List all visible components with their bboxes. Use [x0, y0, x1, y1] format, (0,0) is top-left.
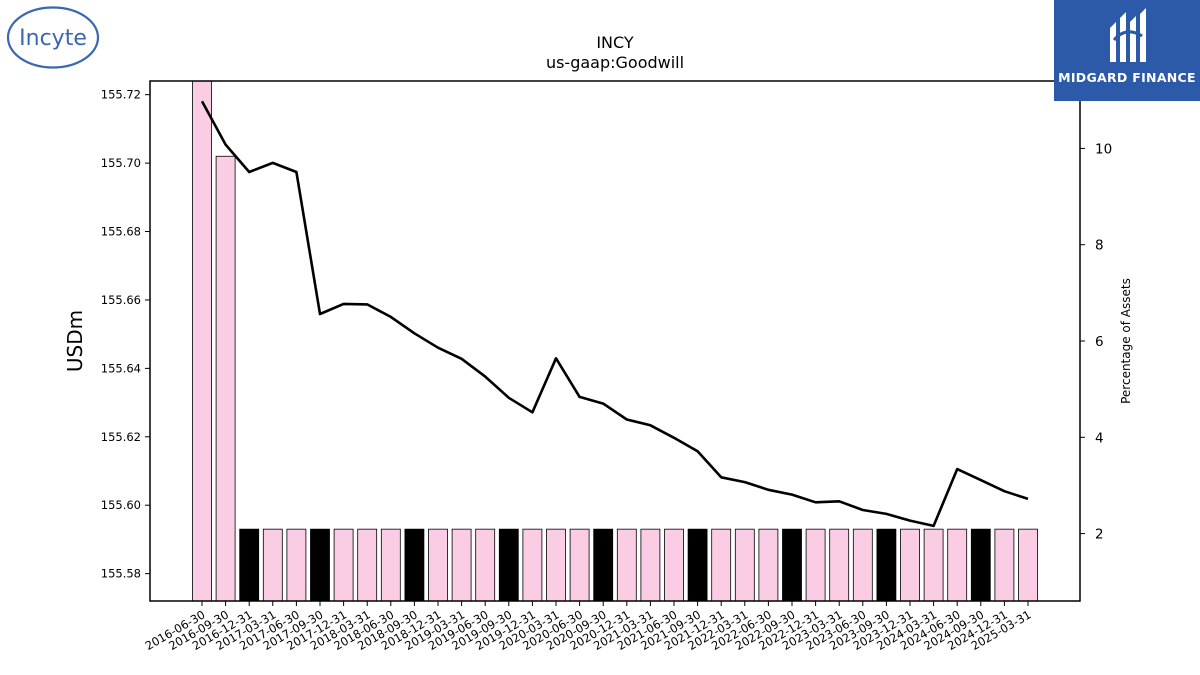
bar-2018-03-31	[357, 528, 378, 602]
svg-text:Incyte: Incyte	[19, 26, 87, 51]
bar-2024-12-31	[994, 528, 1015, 602]
bar-2022-03-31	[734, 528, 755, 602]
bar-2017-06-30	[286, 528, 307, 602]
y2-axis-label: Percentage of Assets	[1119, 278, 1133, 404]
bar-2019-09-30	[498, 528, 519, 602]
bar-2017-09-30	[310, 528, 330, 602]
bar-2017-12-31	[333, 528, 354, 602]
left-tick-label: 155.70	[101, 156, 141, 170]
bar-2018-09-30	[404, 528, 425, 602]
left-axis: 155.58 155.60 155.62 155.64 155.66 155.68 155.…	[101, 88, 150, 581]
bar-2019-03-31	[451, 528, 472, 602]
midgard-finance-text: MIDGARD FINANCE	[1058, 70, 1196, 85]
bar-2016-12-31	[239, 528, 260, 602]
left-tick-label: 155.58	[101, 567, 141, 581]
bar-2020-03-31	[546, 528, 566, 602]
chart-title: INCY	[596, 33, 634, 52]
percentage-of-assets-line	[200, 100, 1029, 528]
left-tick-label: 155.62	[101, 430, 141, 444]
chart-subtitle: us-gaap:Goodwill	[545, 53, 685, 72]
bar-2025-03-31	[1018, 528, 1038, 602]
bar-2021-06-30	[664, 528, 684, 602]
left-tick-label: 155.60	[101, 498, 141, 512]
bar-2024-03-31	[923, 528, 944, 602]
bar-2017-03-31	[262, 528, 283, 602]
bar-2021-09-30	[687, 528, 708, 602]
bar-2018-12-31	[428, 528, 448, 602]
bar-2023-09-30	[876, 528, 897, 602]
bar-2020-09-30	[593, 528, 614, 602]
bar-2023-03-31	[829, 528, 850, 602]
bar-2024-09-30	[970, 528, 991, 602]
bar-2020-06-30	[569, 528, 590, 602]
left-tick-label: 155.64	[101, 361, 141, 375]
right-tick-label: 4	[1095, 430, 1104, 446]
bar-2022-06-30	[758, 528, 779, 602]
bar-2020-12-31	[616, 528, 637, 602]
bar-2022-12-31	[805, 528, 826, 602]
bar-2016-06-30	[192, 80, 212, 602]
right-tick-label: 8	[1095, 238, 1104, 254]
incyte-logo: Incyte	[6, 6, 101, 69]
right-tick-label: 10	[1095, 141, 1112, 157]
bar-2018-06-30	[380, 528, 401, 602]
bar-2019-06-30	[475, 528, 496, 602]
bar-2019-12-31	[522, 528, 543, 602]
bars-layer	[192, 80, 1038, 602]
left-tick-label: 155.72	[101, 88, 141, 102]
bar-2023-12-31	[900, 528, 920, 602]
line-layer	[200, 100, 1029, 528]
bar-2023-06-30	[852, 528, 873, 602]
right-tick-label: 2	[1095, 527, 1104, 543]
right-axis: 2 4 6 8 10	[1080, 141, 1112, 543]
y-axis-label: USDm	[63, 310, 87, 372]
left-tick-label: 155.66	[101, 293, 141, 307]
bar-2022-09-30	[782, 528, 802, 602]
midgard-finance-logo: MIDGARD FINANCE	[1054, 0, 1200, 101]
left-tick-label: 155.68	[101, 225, 141, 239]
bar-2024-06-30	[947, 528, 968, 602]
right-tick-label: 6	[1095, 334, 1104, 350]
bar-2016-09-30	[215, 155, 236, 602]
bar-2021-03-31	[640, 528, 661, 602]
bar-2021-12-31	[711, 528, 732, 602]
x-axis: 2016-06-302016-09-302016-12-312017-03-31…	[143, 601, 1034, 653]
plot-frame	[149, 80, 1081, 602]
